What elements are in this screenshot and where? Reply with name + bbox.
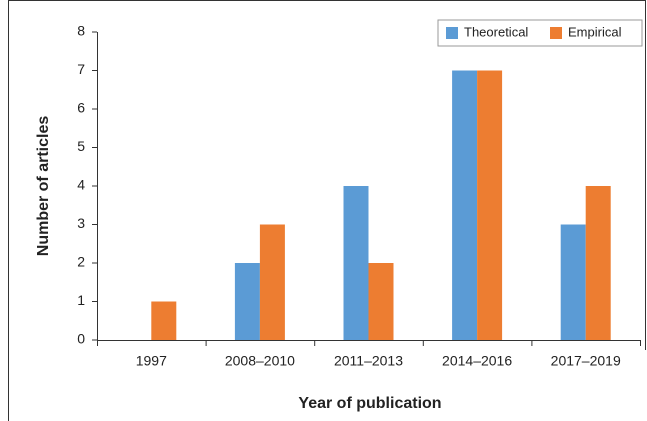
y-tick-label: 6: [77, 100, 85, 116]
bar: [259, 224, 285, 340]
x-axis-label: Year of publication: [298, 395, 441, 412]
y-tick-label: 7: [77, 61, 85, 77]
bar: [151, 301, 177, 340]
x-tick-label: 2014–2016: [442, 353, 512, 369]
y-tick-label: 3: [77, 215, 85, 231]
bar: [560, 224, 586, 340]
legend-label: Empirical: [568, 24, 622, 39]
bar: [477, 70, 503, 340]
bar: [585, 186, 611, 340]
legend-swatch: [550, 27, 562, 39]
x-tick-label: 2011–2013: [334, 353, 403, 369]
legend-swatch: [446, 27, 458, 39]
y-tick-label: 1: [77, 292, 85, 308]
x-tick-label: 2008–2010: [225, 353, 295, 369]
legend-label: Theoretical: [464, 24, 528, 39]
y-tick-label: 0: [77, 331, 85, 347]
bar: [368, 263, 394, 340]
y-tick-label: 2: [77, 254, 85, 270]
legend-box: [437, 19, 643, 47]
x-tick-label: 1997: [136, 353, 167, 369]
y-tick-label: 5: [77, 138, 85, 154]
y-axis-label: Number of articles: [35, 116, 52, 257]
y-tick-label: 8: [77, 23, 85, 39]
bar: [452, 70, 478, 340]
x-tick-label: 2017–2019: [551, 353, 621, 369]
bar: [234, 263, 260, 340]
bar: [343, 186, 369, 340]
y-tick-label: 4: [77, 177, 85, 193]
